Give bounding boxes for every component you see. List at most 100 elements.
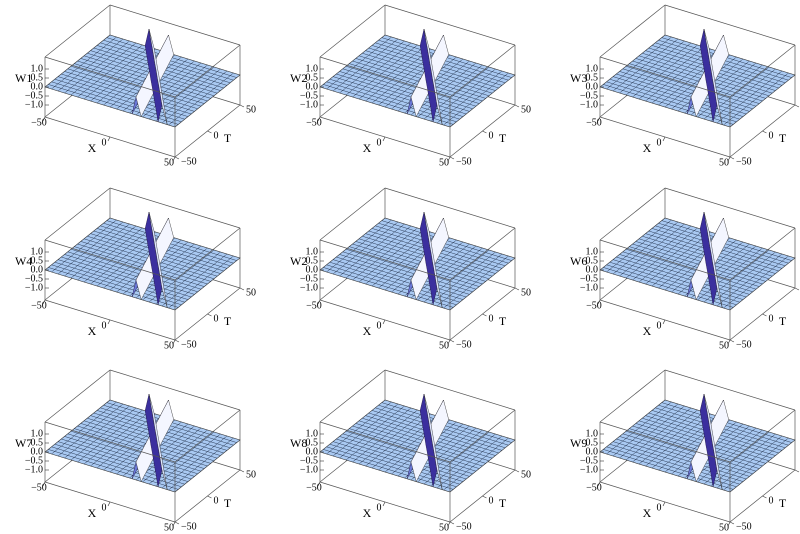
y-tick — [449, 521, 455, 525]
y-tick — [762, 495, 767, 499]
y-tick — [482, 130, 487, 134]
x-tick — [597, 481, 601, 487]
z-tick-label: −1.0 — [580, 464, 598, 475]
y-axis-label: T — [779, 496, 787, 510]
box-edge — [44, 187, 111, 241]
z-tick-label: −0.5 — [25, 90, 43, 101]
y-tick-label: 0 — [214, 313, 219, 324]
surface-mesh — [410, 427, 477, 481]
box-edge — [174, 44, 241, 98]
surface-mesh — [155, 433, 221, 487]
surface-mesh — [410, 62, 477, 116]
x-tick-label: 50 — [164, 157, 174, 168]
y-tick-label: 50 — [246, 104, 256, 115]
x-tick — [382, 319, 386, 325]
x-tick-label: 0 — [102, 502, 107, 513]
ridge-face — [423, 211, 443, 308]
x-tick — [447, 521, 451, 527]
surface-mesh — [417, 429, 483, 483]
z-tick-label: −1.0 — [580, 99, 598, 110]
box-edge — [599, 4, 666, 58]
z-tick-label: 0.5 — [586, 72, 599, 83]
surface-mesh — [443, 437, 509, 491]
z-tick-label: −1.0 — [25, 464, 43, 475]
z-tick-label: 1.0 — [586, 428, 599, 439]
x-tick — [662, 501, 666, 507]
y-tick — [207, 313, 212, 317]
surface-mesh — [443, 255, 509, 309]
surface-mesh — [716, 70, 783, 124]
x-tick-label: 50 — [719, 522, 729, 533]
z-tick-label: 1.0 — [586, 246, 599, 257]
z-tick-label: 1.0 — [306, 246, 319, 257]
z-axis-label: W1 — [15, 71, 32, 85]
x-tick — [42, 116, 46, 122]
z-tick-label: 0.0 — [31, 81, 44, 92]
surface-mesh — [690, 245, 757, 299]
surface-mesh — [168, 437, 234, 491]
box-edge — [664, 4, 796, 46]
box-edge — [729, 44, 796, 98]
y-tick — [794, 104, 800, 108]
x-axis-label: X — [363, 506, 372, 520]
x-tick-label: 50 — [719, 340, 729, 351]
x-tick-label: −50 — [306, 482, 322, 493]
y-axis-label: T — [499, 314, 507, 328]
box-edge — [664, 187, 796, 229]
x-tick — [382, 136, 386, 142]
x-tick-label: 50 — [719, 157, 729, 168]
z-tick-label: −1.0 — [580, 282, 598, 293]
x-tick — [727, 156, 731, 162]
surface-mesh — [410, 245, 477, 299]
x-tick-label: −50 — [586, 300, 602, 311]
x-tick-label: −50 — [586, 482, 602, 493]
box-edge — [599, 56, 731, 98]
surface-mesh — [155, 68, 221, 122]
surface-mesh — [135, 245, 202, 299]
z-tick-label: −1.0 — [25, 99, 43, 110]
x-tick-label: 50 — [439, 522, 449, 533]
y-tick — [449, 339, 455, 343]
plot: 1.00.50.0−0.5−1.0 −50 0 50 −50 0 50 X T W2 — [290, 187, 531, 351]
z-tick-label: 1.0 — [31, 428, 44, 439]
y-tick-label: −50 — [456, 156, 472, 167]
box-edge — [44, 56, 176, 98]
surface-mesh — [710, 68, 776, 122]
x-tick-label: −50 — [586, 117, 602, 128]
y-tick — [239, 469, 245, 473]
box-edge — [729, 227, 796, 281]
z-tick-label: 0.5 — [306, 437, 319, 448]
x-tick-label: 0 — [377, 137, 382, 148]
z-tick-label: 0.0 — [306, 81, 319, 92]
y-tick — [794, 469, 800, 473]
box-edge — [109, 369, 241, 411]
box-edge — [449, 227, 516, 281]
z-axis-label: W4 — [15, 254, 32, 268]
z-tick-label: 1.0 — [306, 63, 319, 74]
surface-mesh — [690, 62, 757, 116]
y-tick — [449, 156, 455, 160]
y-tick-label: 0 — [769, 130, 774, 141]
x-tick-label: 50 — [439, 340, 449, 351]
surface-mesh — [710, 433, 776, 487]
y-tick — [762, 313, 767, 317]
z-tick-label: 0.0 — [586, 446, 599, 457]
x-tick — [597, 299, 601, 305]
surface-mesh — [443, 72, 509, 126]
y-axis-label: T — [779, 131, 787, 145]
box-edge — [729, 409, 796, 463]
y-tick-label: 0 — [489, 130, 494, 141]
x-tick — [382, 501, 386, 507]
x-tick — [317, 116, 321, 122]
surface-mesh — [697, 247, 763, 301]
z-tick-label: 1.0 — [31, 63, 44, 74]
box-edge — [449, 44, 516, 98]
z-tick-label: 1.0 — [306, 428, 319, 439]
surface-mesh — [168, 255, 234, 309]
y-tick — [729, 156, 735, 160]
box-edge — [384, 4, 516, 46]
x-tick-label: −50 — [31, 117, 47, 128]
